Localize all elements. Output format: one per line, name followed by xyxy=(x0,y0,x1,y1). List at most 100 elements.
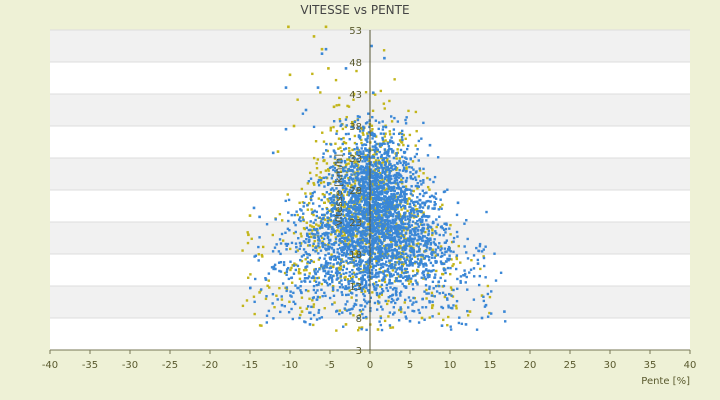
scatter-point xyxy=(320,265,323,268)
scatter-point xyxy=(369,236,372,239)
scatter-point xyxy=(349,165,352,168)
scatter-point xyxy=(372,225,375,228)
scatter-point xyxy=(389,162,392,166)
scatter-point xyxy=(317,252,320,255)
scatter-point xyxy=(348,274,352,277)
scatter-point xyxy=(415,215,418,218)
scatter-point xyxy=(332,125,335,129)
scatter-point xyxy=(329,273,332,277)
scatter-point xyxy=(364,190,367,194)
scatter-point xyxy=(374,184,377,187)
scatter-point xyxy=(408,213,412,217)
scatter-point xyxy=(432,241,435,244)
y-tick-label: 53 xyxy=(349,26,362,37)
scatter-point xyxy=(408,256,412,259)
scatter-point xyxy=(354,205,357,208)
scatter-point xyxy=(398,239,401,242)
scatter-point xyxy=(375,182,379,185)
scatter-point xyxy=(376,156,380,160)
scatter-point xyxy=(404,207,407,210)
scatter-point xyxy=(402,250,405,253)
scatter-point xyxy=(399,148,403,152)
scatter-point xyxy=(308,297,311,300)
scatter-point xyxy=(341,234,344,238)
scatter-point xyxy=(378,121,381,124)
scatter-point xyxy=(404,244,407,248)
scatter-point xyxy=(366,259,370,263)
scatter-point xyxy=(339,246,342,250)
scatter-point xyxy=(393,207,396,211)
scatter-point xyxy=(316,158,320,161)
scatter-point xyxy=(381,136,384,140)
scatter-point xyxy=(344,245,348,248)
scatter-point xyxy=(367,251,370,254)
scatter-point xyxy=(414,233,418,237)
scatter-point xyxy=(395,157,398,160)
scatter-point xyxy=(339,170,343,173)
scatter-point xyxy=(296,98,299,101)
scatter-point xyxy=(330,203,333,207)
scatter-point xyxy=(345,287,348,291)
scatter-point xyxy=(415,152,419,156)
scatter-point xyxy=(422,181,425,184)
scatter-point xyxy=(376,185,379,189)
scatter-point xyxy=(406,222,410,226)
scatter-point xyxy=(408,259,412,262)
scatter-point xyxy=(441,203,444,207)
scatter-point xyxy=(371,182,374,185)
scatter-point xyxy=(335,201,339,205)
scatter-point xyxy=(386,165,389,169)
scatter-point xyxy=(298,247,301,251)
scatter-point xyxy=(366,272,370,275)
scatter-point xyxy=(379,173,383,177)
scatter-point xyxy=(395,200,399,203)
scatter-point xyxy=(426,226,430,230)
scatter-point xyxy=(253,312,256,316)
scatter-point xyxy=(348,176,352,179)
scatter-point xyxy=(318,204,321,208)
scatter-point xyxy=(444,250,447,253)
scatter-point xyxy=(389,139,392,142)
scatter-point xyxy=(478,242,482,246)
scatter-point xyxy=(403,301,406,304)
scatter-point xyxy=(288,300,291,304)
scatter-point xyxy=(374,211,377,214)
scatter-point xyxy=(308,201,311,205)
scatter-point xyxy=(329,212,333,216)
scatter-point xyxy=(400,175,403,178)
scatter-point xyxy=(318,281,321,284)
scatter-point xyxy=(429,200,432,203)
scatter-point xyxy=(468,271,471,274)
scatter-point xyxy=(406,144,410,148)
scatter-point xyxy=(377,228,380,232)
scatter-point xyxy=(331,227,334,230)
scatter-point xyxy=(416,181,419,185)
scatter-point xyxy=(353,226,356,229)
scatter-point xyxy=(352,215,356,218)
scatter-point xyxy=(273,305,276,309)
scatter-point xyxy=(411,160,415,163)
scatter-point xyxy=(393,286,396,290)
scatter-point xyxy=(335,187,338,190)
scatter-point xyxy=(286,193,289,196)
scatter-point xyxy=(265,314,269,317)
scatter-point xyxy=(394,166,397,169)
scatter-point xyxy=(393,311,396,314)
scatter-point xyxy=(417,245,420,248)
scatter-point xyxy=(350,218,353,222)
scatter-point xyxy=(389,295,392,298)
scatter-point xyxy=(391,218,395,221)
scatter-point xyxy=(362,150,365,153)
scatter-point xyxy=(396,195,400,199)
scatter-point xyxy=(395,205,398,209)
scatter-point xyxy=(365,175,368,178)
scatter-point xyxy=(393,78,396,81)
scatter-point xyxy=(422,223,426,226)
scatter-point xyxy=(311,72,314,76)
scatter-point xyxy=(344,132,348,136)
scatter-point xyxy=(342,196,345,199)
scatter-point xyxy=(322,140,326,143)
scatter-point xyxy=(279,270,283,273)
scatter-point xyxy=(345,242,348,246)
scatter-point xyxy=(386,235,389,239)
